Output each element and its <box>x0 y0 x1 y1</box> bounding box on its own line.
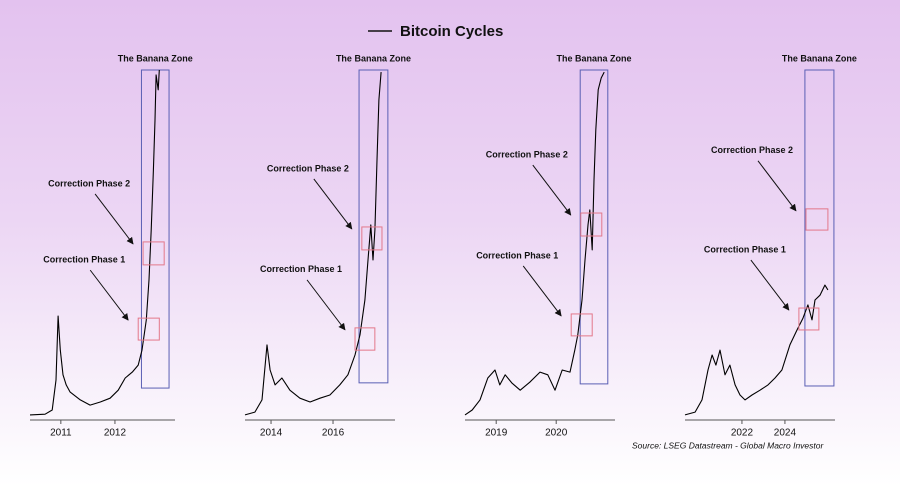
price-line <box>684 284 829 416</box>
correction-arrow <box>306 279 346 331</box>
x-tick-label: 2014 <box>260 428 283 439</box>
correction-label: Correction Phase 1 <box>43 254 125 264</box>
correction-label: Correction Phase 2 <box>486 149 568 159</box>
correction-box <box>580 212 603 237</box>
correction-arrow <box>313 178 353 230</box>
price-line <box>244 72 382 416</box>
correction-box <box>354 327 376 351</box>
correction-arrow <box>757 160 797 212</box>
source-note: Source: LSEG Datastream - Global Macro I… <box>632 440 824 450</box>
correction-box <box>805 208 829 231</box>
correction-label: Correction Phase 1 <box>704 244 786 254</box>
correction-box <box>361 226 383 251</box>
correction-arrow <box>522 265 562 317</box>
chart-title: Bitcoin Cycles <box>400 23 503 40</box>
banana-zone-box <box>804 69 835 387</box>
correction-label: Correction Phase 1 <box>476 250 558 260</box>
correction-label: Correction Phase 2 <box>267 163 349 173</box>
x-tick-label: 2024 <box>774 428 797 439</box>
x-tick-label: 2019 <box>485 428 508 439</box>
correction-arrow <box>89 269 129 321</box>
correction-label: Correction Phase 2 <box>48 178 130 188</box>
banana-zone-label: The Banana Zone <box>118 53 193 63</box>
correction-arrow <box>532 164 572 216</box>
correction-arrow <box>750 259 790 311</box>
x-tick-label: 2016 <box>322 428 345 439</box>
banana-zone-box <box>140 69 170 389</box>
correction-box <box>142 241 165 266</box>
banana-zone-label: The Banana Zone <box>782 53 857 63</box>
correction-box <box>137 317 160 341</box>
x-tick-label: 2022 <box>731 428 754 439</box>
price-line <box>29 69 160 416</box>
x-tick-label: 2020 <box>545 428 568 439</box>
banana-zone-box <box>579 69 609 385</box>
correction-label: Correction Phase 1 <box>260 264 342 274</box>
correction-box <box>570 313 593 337</box>
x-tick-label: 2012 <box>104 428 127 439</box>
correction-arrow <box>94 193 134 245</box>
banana-zone-box <box>358 69 389 384</box>
banana-zone-label: The Banana Zone <box>556 53 631 63</box>
x-tick-label: 2011 <box>50 428 72 439</box>
correction-box <box>798 307 820 331</box>
price-line <box>464 71 605 416</box>
banana-zone-label: The Banana Zone <box>336 53 411 63</box>
correction-label: Correction Phase 2 <box>711 145 793 155</box>
